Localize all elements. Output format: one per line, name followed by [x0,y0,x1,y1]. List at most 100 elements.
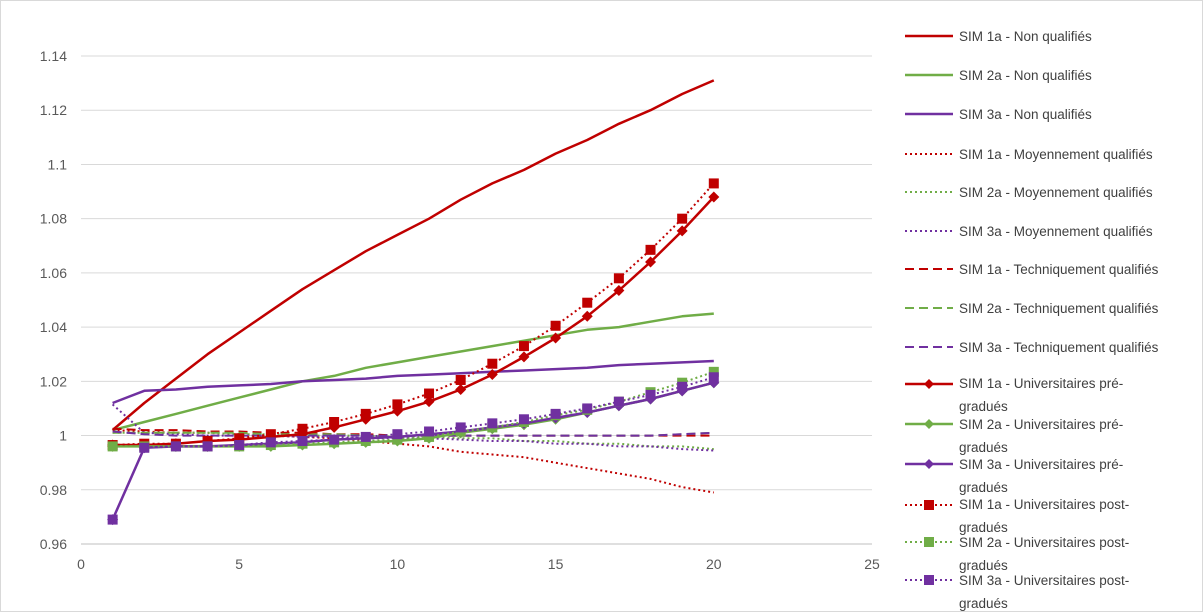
square-marker [202,435,213,446]
x-tick-label: 5 [235,556,243,572]
legend-label: SIM 2a - Universitaires pré-gradués [959,417,1123,455]
square-marker [424,388,435,399]
square-marker [708,372,719,383]
grid-lines [81,55,872,545]
legend: SIM 1a - Non qualifiés SIM 2a - Non quali… [905,29,1159,611]
square-marker [329,434,340,445]
legend-label: SIM 1a - Universitaires pré-gradués [959,376,1123,414]
square-marker [645,244,656,255]
diamond-marker [455,383,467,395]
series-15 [107,372,719,525]
legend-label: SIM 2a - Non qualifiés [959,68,1092,83]
series-group [107,79,720,526]
legend-item: SIM 1a - Techniquement qualifiés [905,262,1159,277]
legend-item: SIM 2a - Universitaires pré-gradués [905,417,1123,455]
legend-label: SIM 3a - Non qualifiés [959,107,1092,122]
legend-label: SIM 1a - Non qualifiés [959,29,1092,44]
y-tick-label: 1.04 [40,319,67,335]
legend-item: SIM 1a - Non qualifiés [905,29,1092,44]
square-marker [170,441,181,452]
x-tick-label: 10 [390,556,406,572]
diamond-marker [924,459,934,469]
y-tick-label: 1.12 [40,102,67,118]
legend-label: SIM 3a - Moyennement qualifiés [959,224,1153,239]
x-tick-label: 0 [77,556,85,572]
square-marker [550,408,561,419]
x-tick-label: 25 [864,556,880,572]
square-marker [613,273,624,284]
square-marker [613,396,624,407]
legend-item: SIM 2a - Non qualifiés [905,68,1092,83]
square-marker [708,178,719,189]
square-marker [518,341,529,352]
square-marker [234,440,245,451]
tick-labels: 0.96 0.98 1 1.02 1.04 1.06 1.08 1.1 1.12 1.14 0 5 10… [40,48,880,572]
square-marker [360,408,371,419]
series-13 [107,178,719,451]
legend-label: SIM 1a - Techniquement qualifiés [959,262,1159,277]
square-marker [708,366,719,377]
square-marker [265,429,276,440]
square-marker [392,434,403,445]
diamond-marker [423,396,435,408]
legend-item: SIM 2a - Universitaires post-gradués [905,535,1129,573]
square-marker [297,435,308,446]
y-tick-label: 1.02 [40,373,67,389]
series-line [112,370,715,448]
y-tick-label: 0.98 [40,482,67,498]
diamond-marker [924,419,934,429]
legend-item: SIM 1a - Universitaires pré-gradués [905,376,1123,414]
diamond-marker [486,369,498,381]
legend-label: SIM 3a - Techniquement qualifiés [959,340,1159,355]
diamond-marker [581,310,593,322]
square-marker [392,399,403,410]
square-marker [924,537,934,547]
series-3 [112,359,714,405]
diamond-marker [676,225,688,237]
square-marker [139,442,150,453]
square-marker [360,431,371,442]
y-tick-label: 1.08 [40,211,67,227]
square-marker [487,418,498,429]
y-tick-label: 1 [59,428,67,444]
square-marker [107,441,118,452]
square-marker [582,403,593,414]
legend-label: SIM 3a - Universitaires post-gradués [959,573,1129,611]
square-marker [550,320,561,331]
square-marker [234,433,245,444]
square-marker [455,422,466,433]
square-marker [202,441,213,452]
square-marker [455,374,466,385]
square-marker [582,297,593,308]
diamond-marker [550,332,562,344]
diamond-marker [708,191,720,203]
legend-label: SIM 2a - Moyennement qualifiés [959,185,1153,200]
x-tick-label: 15 [548,556,564,572]
square-marker [392,429,403,440]
series-line [112,182,715,446]
series-line [112,359,714,405]
series-line [111,79,715,432]
series-1 [111,79,715,432]
legend-label: SIM 2a - Techniquement qualifiés [959,301,1159,316]
legend-label: SIM 1a - Universitaires post-gradués [959,497,1129,535]
diamond-marker [613,285,625,297]
x-tick-label: 20 [706,556,722,572]
y-tick-label: 1.06 [40,265,67,281]
series-line [111,376,715,521]
square-marker [297,423,308,434]
legend-item: SIM 2a - Moyennement qualifiés [905,185,1153,200]
square-marker [107,514,118,525]
square-marker [487,358,498,369]
legend-item: SIM 3a - Universitaires pré-gradués [905,457,1123,495]
y-tick-label: 1.14 [40,48,67,64]
legend-item: SIM 2a - Techniquement qualifiés [905,301,1159,316]
square-marker [424,426,435,437]
square-marker [265,437,276,448]
square-marker [518,414,529,425]
square-marker [924,500,934,510]
legend-item: SIM 3a - Moyennement qualifiés [905,224,1153,239]
legend-item: SIM 3a - Universitaires post-gradués [905,573,1129,611]
